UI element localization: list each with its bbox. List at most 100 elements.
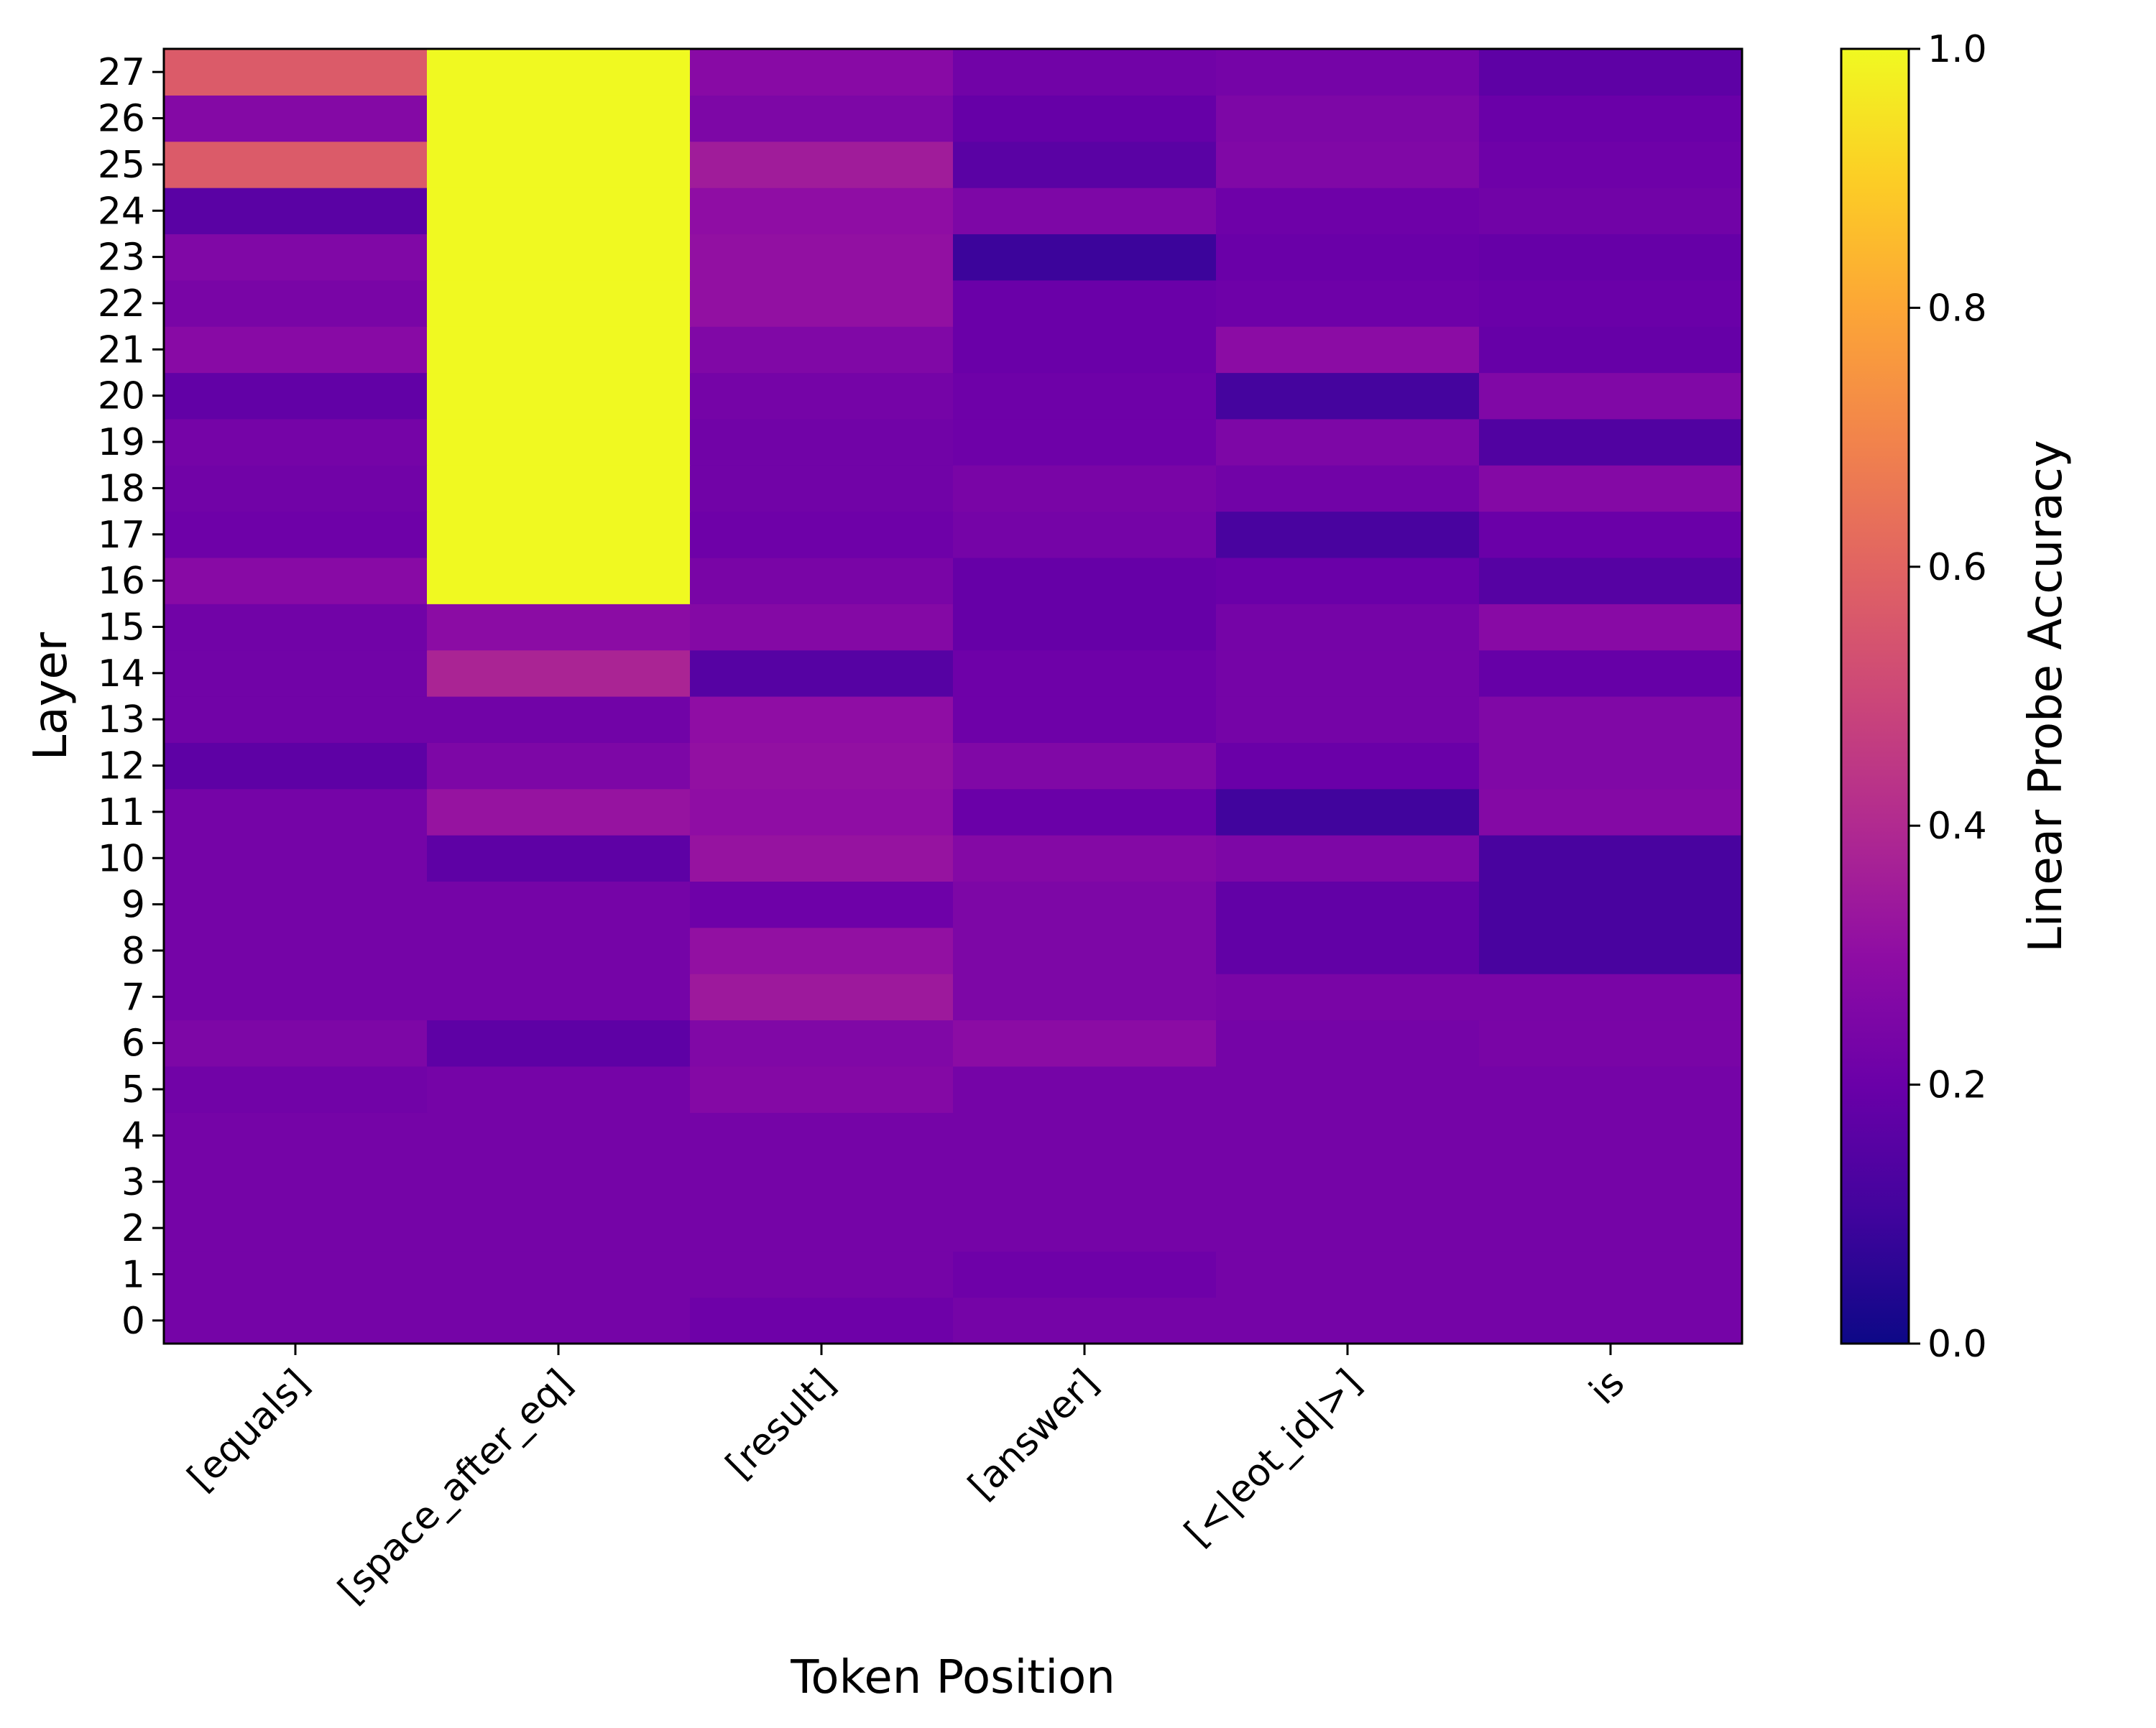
heatmap-cell-layer-24-col-0 xyxy=(164,188,428,235)
heatmap-cell-layer-21-col-5 xyxy=(1479,326,1743,374)
y-tick-label: 10 xyxy=(98,837,145,880)
heatmap-cell-layer-10-col-0 xyxy=(164,835,428,882)
heatmap-cell-layer-0-col-1 xyxy=(427,1297,691,1344)
heatmap-cell-layer-4-col-5 xyxy=(1479,1112,1743,1160)
heatmap-cell-layer-0-col-4 xyxy=(1216,1297,1480,1344)
y-tick-label: 1 xyxy=(121,1253,145,1296)
heatmap-cell-layer-14-col-5 xyxy=(1479,650,1743,697)
heatmap-cell-layer-20-col-3 xyxy=(953,372,1217,420)
heatmap-cell-layer-11-col-0 xyxy=(164,788,428,836)
heatmap-cell-layer-4-col-3 xyxy=(953,1112,1217,1160)
heatmap-cell-layer-13-col-4 xyxy=(1216,696,1480,743)
y-tick-label: 12 xyxy=(98,745,145,788)
heatmap-cell-layer-25-col-5 xyxy=(1479,141,1743,188)
heatmap-cell-layer-22-col-3 xyxy=(953,279,1217,327)
heatmap-cell-layer-27-col-4 xyxy=(1216,49,1480,96)
heatmap-cell-layer-25-col-0 xyxy=(164,141,428,188)
colorbar-tick-label: 0.6 xyxy=(1927,546,1987,589)
heatmap-cell-layer-20-col-1 xyxy=(427,372,691,420)
heatmap-cell-layer-6-col-3 xyxy=(953,1020,1217,1067)
heatmap-cell-layer-13-col-0 xyxy=(164,696,428,743)
heatmap-cell-layer-23-col-0 xyxy=(164,234,428,281)
heatmap-cell-layer-17-col-2 xyxy=(690,511,954,558)
heatmap-cell-layer-11-col-4 xyxy=(1216,788,1480,836)
heatmap-cell-layer-1-col-0 xyxy=(164,1251,428,1298)
heatmap-cell-layer-6-col-0 xyxy=(164,1020,428,1067)
x-tick-label: [result] xyxy=(718,1362,844,1487)
heatmap-cell-layer-3-col-3 xyxy=(953,1158,1217,1206)
heatmap-cell-layer-6-col-5 xyxy=(1479,1020,1743,1067)
heatmap-cell-layer-9-col-0 xyxy=(164,881,428,928)
heatmap-cell-layer-3-col-1 xyxy=(427,1158,691,1206)
y-tick-label: 16 xyxy=(98,560,145,603)
heatmap-cell-layer-5-col-4 xyxy=(1216,1066,1480,1113)
heatmap-cell-layer-4-col-0 xyxy=(164,1112,428,1160)
heatmap-cell-layer-2-col-0 xyxy=(164,1204,428,1252)
heatmap-cell-layer-18-col-3 xyxy=(953,465,1217,512)
heatmap-cell-layer-5-col-3 xyxy=(953,1066,1217,1113)
heatmap-cell-layer-25-col-1 xyxy=(427,141,691,188)
heatmap-cell-layer-20-col-5 xyxy=(1479,372,1743,420)
heatmap-cell-layer-26-col-2 xyxy=(690,95,954,142)
y-tick-label: 13 xyxy=(98,698,145,741)
y-tick-label: 25 xyxy=(98,144,145,187)
heatmap-cell-layer-4-col-2 xyxy=(690,1112,954,1160)
heatmap-cell-layer-0-col-5 xyxy=(1479,1297,1743,1344)
heatmap-cell-layer-17-col-1 xyxy=(427,511,691,558)
heatmap-cell-layer-10-col-3 xyxy=(953,835,1217,882)
heatmap-cell-layer-2-col-2 xyxy=(690,1204,954,1252)
y-tick-label: 5 xyxy=(121,1068,145,1112)
colorbar-tick-label: 1.0 xyxy=(1927,28,1987,71)
heatmap-cell-layer-7-col-3 xyxy=(953,974,1217,1021)
heatmap-cell-layer-24-col-2 xyxy=(690,188,954,235)
heatmap-cell-layer-9-col-2 xyxy=(690,881,954,928)
heatmap-cell-layer-12-col-3 xyxy=(953,742,1217,790)
heatmap-cell-layer-19-col-1 xyxy=(427,418,691,466)
heatmap-cell-layer-25-col-2 xyxy=(690,141,954,188)
heatmap-cell-layer-19-col-5 xyxy=(1479,418,1743,466)
heatmap-cell-layer-26-col-0 xyxy=(164,95,428,142)
heatmap-cell-layer-18-col-5 xyxy=(1479,465,1743,512)
heatmap-cell-layer-1-col-1 xyxy=(427,1251,691,1298)
heatmap-cell-layer-9-col-3 xyxy=(953,881,1217,928)
heatmap-cell-layer-1-col-4 xyxy=(1216,1251,1480,1298)
colorbar-tick-label: 0.8 xyxy=(1927,287,1987,330)
heatmap-cell-layer-16-col-0 xyxy=(164,557,428,604)
y-tick-label: 7 xyxy=(121,976,145,1019)
heatmap-cell-layer-10-col-5 xyxy=(1479,835,1743,882)
heatmap-cell-layer-21-col-1 xyxy=(427,326,691,374)
heatmap-cell-layer-17-col-0 xyxy=(164,511,428,558)
heatmap-cell-layer-14-col-2 xyxy=(690,650,954,697)
heatmap-cell-layer-14-col-3 xyxy=(953,650,1217,697)
heatmap-cell-layer-7-col-1 xyxy=(427,974,691,1021)
x-axis-ticks: [equals] [space_after_eq] [result] [answer]… xyxy=(180,1344,1633,1612)
heatmap-cell-layer-24-col-5 xyxy=(1479,188,1743,235)
heatmap-cell-layer-8-col-5 xyxy=(1479,927,1743,974)
heatmap-cell-layer-10-col-1 xyxy=(427,835,691,882)
heatmap-cell-layer-16-col-5 xyxy=(1479,557,1743,604)
heatmap-cell-layer-1-col-2 xyxy=(690,1251,954,1298)
heatmap-cell-layer-13-col-3 xyxy=(953,696,1217,743)
y-tick-label: 15 xyxy=(98,606,145,649)
y-tick-label: 22 xyxy=(98,282,145,325)
heatmap-cell-layer-7-col-2 xyxy=(690,974,954,1021)
y-tick-label: 11 xyxy=(98,791,145,834)
heatmap-cell-layer-23-col-1 xyxy=(427,234,691,281)
heatmap-cell-layer-12-col-4 xyxy=(1216,742,1480,790)
heatmap-cell-layer-25-col-3 xyxy=(953,141,1217,188)
y-axis-label: Layer xyxy=(24,632,78,760)
heatmap-cell-layer-21-col-4 xyxy=(1216,326,1480,374)
heatmap-cell-layer-0-col-2 xyxy=(690,1297,954,1344)
heatmap-cell-layer-2-col-5 xyxy=(1479,1204,1743,1252)
heatmap-cell-layer-8-col-4 xyxy=(1216,927,1480,974)
y-tick-label: 9 xyxy=(121,884,145,927)
heatmap-cell-layer-16-col-3 xyxy=(953,557,1217,604)
heatmap-cell-layer-22-col-1 xyxy=(427,279,691,327)
heatmap-cell-layer-9-col-5 xyxy=(1479,881,1743,928)
y-tick-label: 21 xyxy=(98,328,145,371)
heatmap-cell-layer-21-col-0 xyxy=(164,326,428,374)
heatmap-cell-layer-9-col-1 xyxy=(427,881,691,928)
heatmap-cell-layer-1-col-5 xyxy=(1479,1251,1743,1298)
heatmap-cell-layer-3-col-5 xyxy=(1479,1158,1743,1206)
